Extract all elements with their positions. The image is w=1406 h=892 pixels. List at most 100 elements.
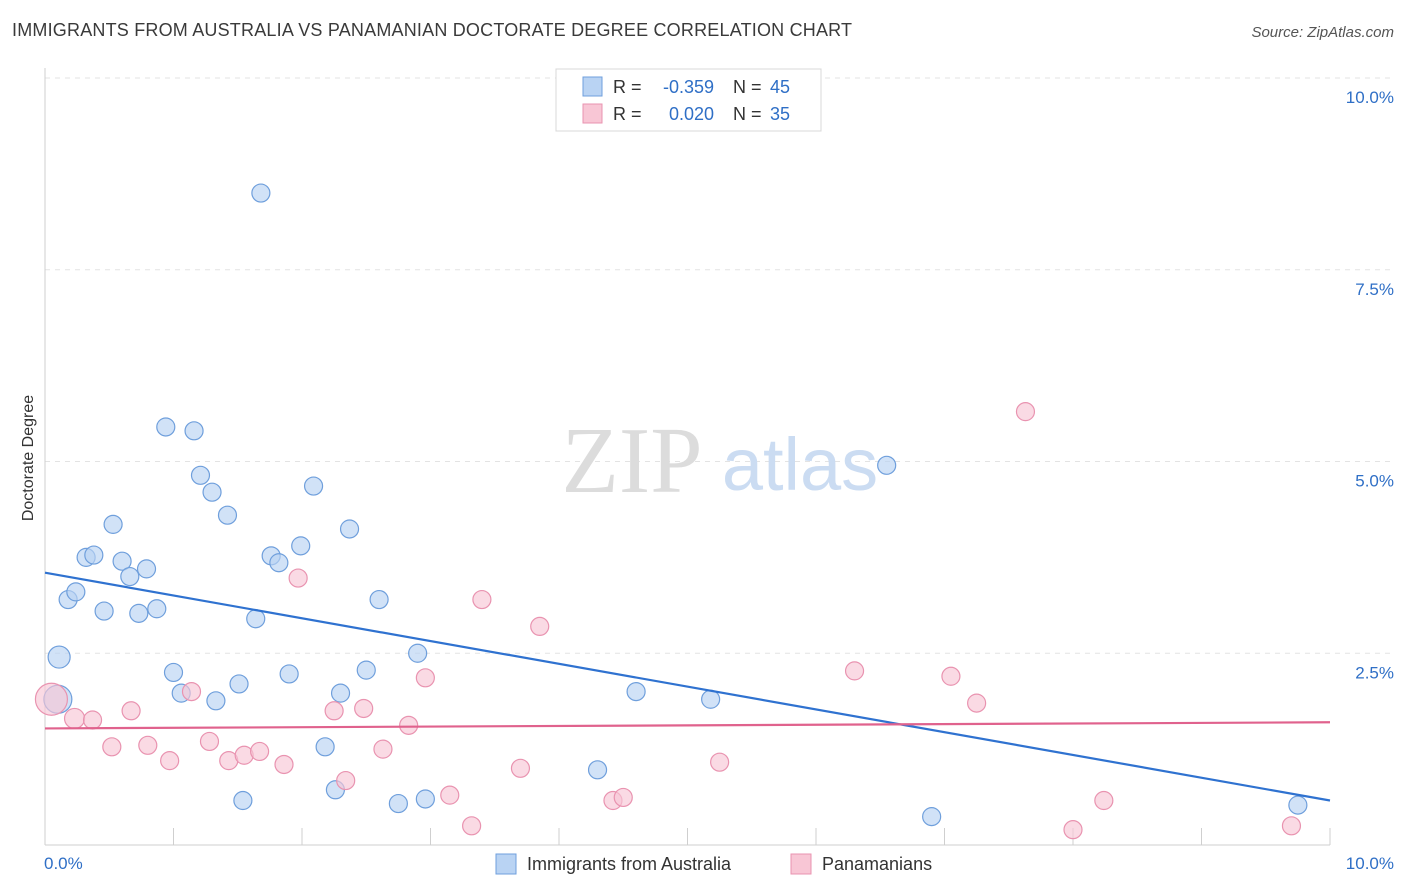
legend-r-value-panamanians: 0.020: [669, 104, 714, 124]
point-panamanians-0: [34, 682, 69, 716]
point-australia-24: [251, 183, 271, 203]
bottom-legend-label-panamanians: Panamanians: [822, 854, 932, 874]
point-australia-33: [339, 519, 360, 539]
legend-swatch-australia: [582, 76, 603, 97]
bottom-legend-label-australia: Immigrants from Australia: [527, 854, 732, 874]
y-tick-labels: 2.5% 5.0% 7.5% 10.0%: [1346, 88, 1394, 682]
x-tick-label-min: 0.0%: [44, 854, 83, 873]
point-australia-19: [206, 691, 226, 711]
point-australia-5: [84, 545, 104, 565]
legend-r-label-panamanians: R =: [613, 104, 642, 124]
point-panamanians-6: [160, 751, 180, 771]
point-australia-30: [315, 737, 335, 757]
point-australia-29: [303, 476, 324, 496]
point-panamanians-5: [138, 735, 158, 755]
point-panamanians-12: [274, 754, 294, 775]
point-panamanians-33: [1094, 790, 1114, 811]
bottom-legend: Immigrants from Australia Panamanians: [495, 853, 932, 875]
point-panamanians-29: [941, 666, 961, 686]
point-australia-34: [356, 660, 376, 680]
point-australia-17: [190, 465, 211, 485]
point-panamanians-15: [336, 770, 356, 791]
point-panamanians-26: [613, 787, 633, 808]
point-australia-23: [246, 609, 266, 629]
point-australia-16: [184, 421, 204, 441]
point-panamanians-14: [324, 701, 344, 721]
point-panamanians-16: [354, 698, 374, 719]
point-australia-37: [408, 643, 428, 663]
point-australia-21: [229, 674, 249, 694]
point-panamanians-21: [462, 816, 482, 836]
point-panamanians-4: [121, 701, 141, 721]
point-australia-35: [369, 589, 389, 610]
point-australia-32: [330, 683, 351, 703]
point-australia-9: [120, 566, 140, 587]
point-australia-1: [47, 645, 71, 669]
point-australia-26: [269, 553, 289, 573]
point-panamanians-24: [530, 616, 550, 637]
bottom-legend-swatch-australia: [495, 853, 517, 875]
point-panamanians-18: [399, 715, 419, 735]
x-ticks: [173, 828, 1331, 845]
y-tick-label-3: 10.0%: [1346, 88, 1394, 107]
point-panamanians-34: [1281, 816, 1302, 836]
point-panamanians-1: [63, 707, 86, 730]
point-australia-40: [626, 681, 646, 702]
point-panamanians-20: [440, 785, 460, 805]
point-australia-43: [922, 807, 942, 827]
y-tick-label-0: 2.5%: [1355, 663, 1394, 682]
trend-line-australia: [44, 571, 1331, 802]
point-panamanians-31: [1015, 402, 1036, 422]
legend-n-label-australia: N =: [733, 77, 762, 97]
point-australia-13: [156, 417, 176, 437]
point-australia-6: [94, 601, 114, 621]
point-australia-14: [163, 662, 184, 683]
point-panamanians-3: [102, 737, 122, 757]
legend-n-value-panamanians: 35: [770, 104, 790, 124]
point-australia-36: [388, 793, 408, 814]
x-tick-label-max: 10.0%: [1346, 854, 1394, 873]
point-panamanians-7: [181, 681, 202, 702]
y-axis-label: Doctorate Degree: [20, 395, 37, 521]
legend-n-value-australia: 45: [770, 77, 790, 97]
point-panamanians-30: [967, 693, 987, 713]
y-tick-label-1: 5.0%: [1355, 472, 1394, 491]
point-australia-28: [291, 536, 311, 556]
point-australia-41: [701, 689, 721, 709]
point-australia-39: [587, 760, 608, 780]
watermark: ZIP atlas: [562, 409, 879, 513]
point-australia-20: [217, 505, 238, 525]
gridlines: [45, 77, 1390, 654]
point-panamanians-28: [844, 661, 865, 681]
point-australia-44: [1288, 795, 1308, 815]
point-panamanians-2: [82, 710, 103, 730]
point-panamanians-32: [1063, 820, 1083, 840]
bottom-legend-swatch-panamanians: [790, 853, 812, 875]
point-panamanians-19: [415, 668, 435, 688]
point-australia-22: [233, 790, 253, 811]
data-points: [34, 183, 1308, 840]
point-australia-18: [202, 482, 222, 502]
point-australia-8: [112, 551, 132, 571]
legend-r-value-australia: -0.359: [663, 77, 714, 97]
point-panamanians-17: [373, 739, 393, 759]
point-panamanians-22: [472, 589, 492, 610]
point-panamanians-27: [710, 752, 730, 772]
point-australia-12: [147, 599, 167, 619]
y-tick-label-2: 7.5%: [1355, 280, 1394, 299]
watermark-atlas: atlas: [722, 423, 878, 506]
point-australia-10: [129, 603, 149, 623]
point-australia-42: [877, 455, 897, 475]
chart-source: Source: ZipAtlas.com: [1251, 24, 1394, 41]
legend-swatch-panamanians: [582, 103, 603, 124]
legend-n-label-panamanians: N =: [733, 104, 762, 124]
chart-title: IMMIGRANTS FROM AUSTRALIA VS PANAMANIAN …: [12, 20, 853, 40]
point-panamanians-23: [510, 758, 531, 778]
trend-lines: [44, 571, 1331, 802]
point-australia-27: [279, 664, 299, 684]
point-australia-3: [66, 582, 86, 602]
watermark-zip: ZIP: [562, 409, 703, 513]
point-panamanians-11: [249, 741, 270, 762]
legend: R = -0.359 N = 45 R = 0.020 N = 35: [555, 68, 822, 132]
